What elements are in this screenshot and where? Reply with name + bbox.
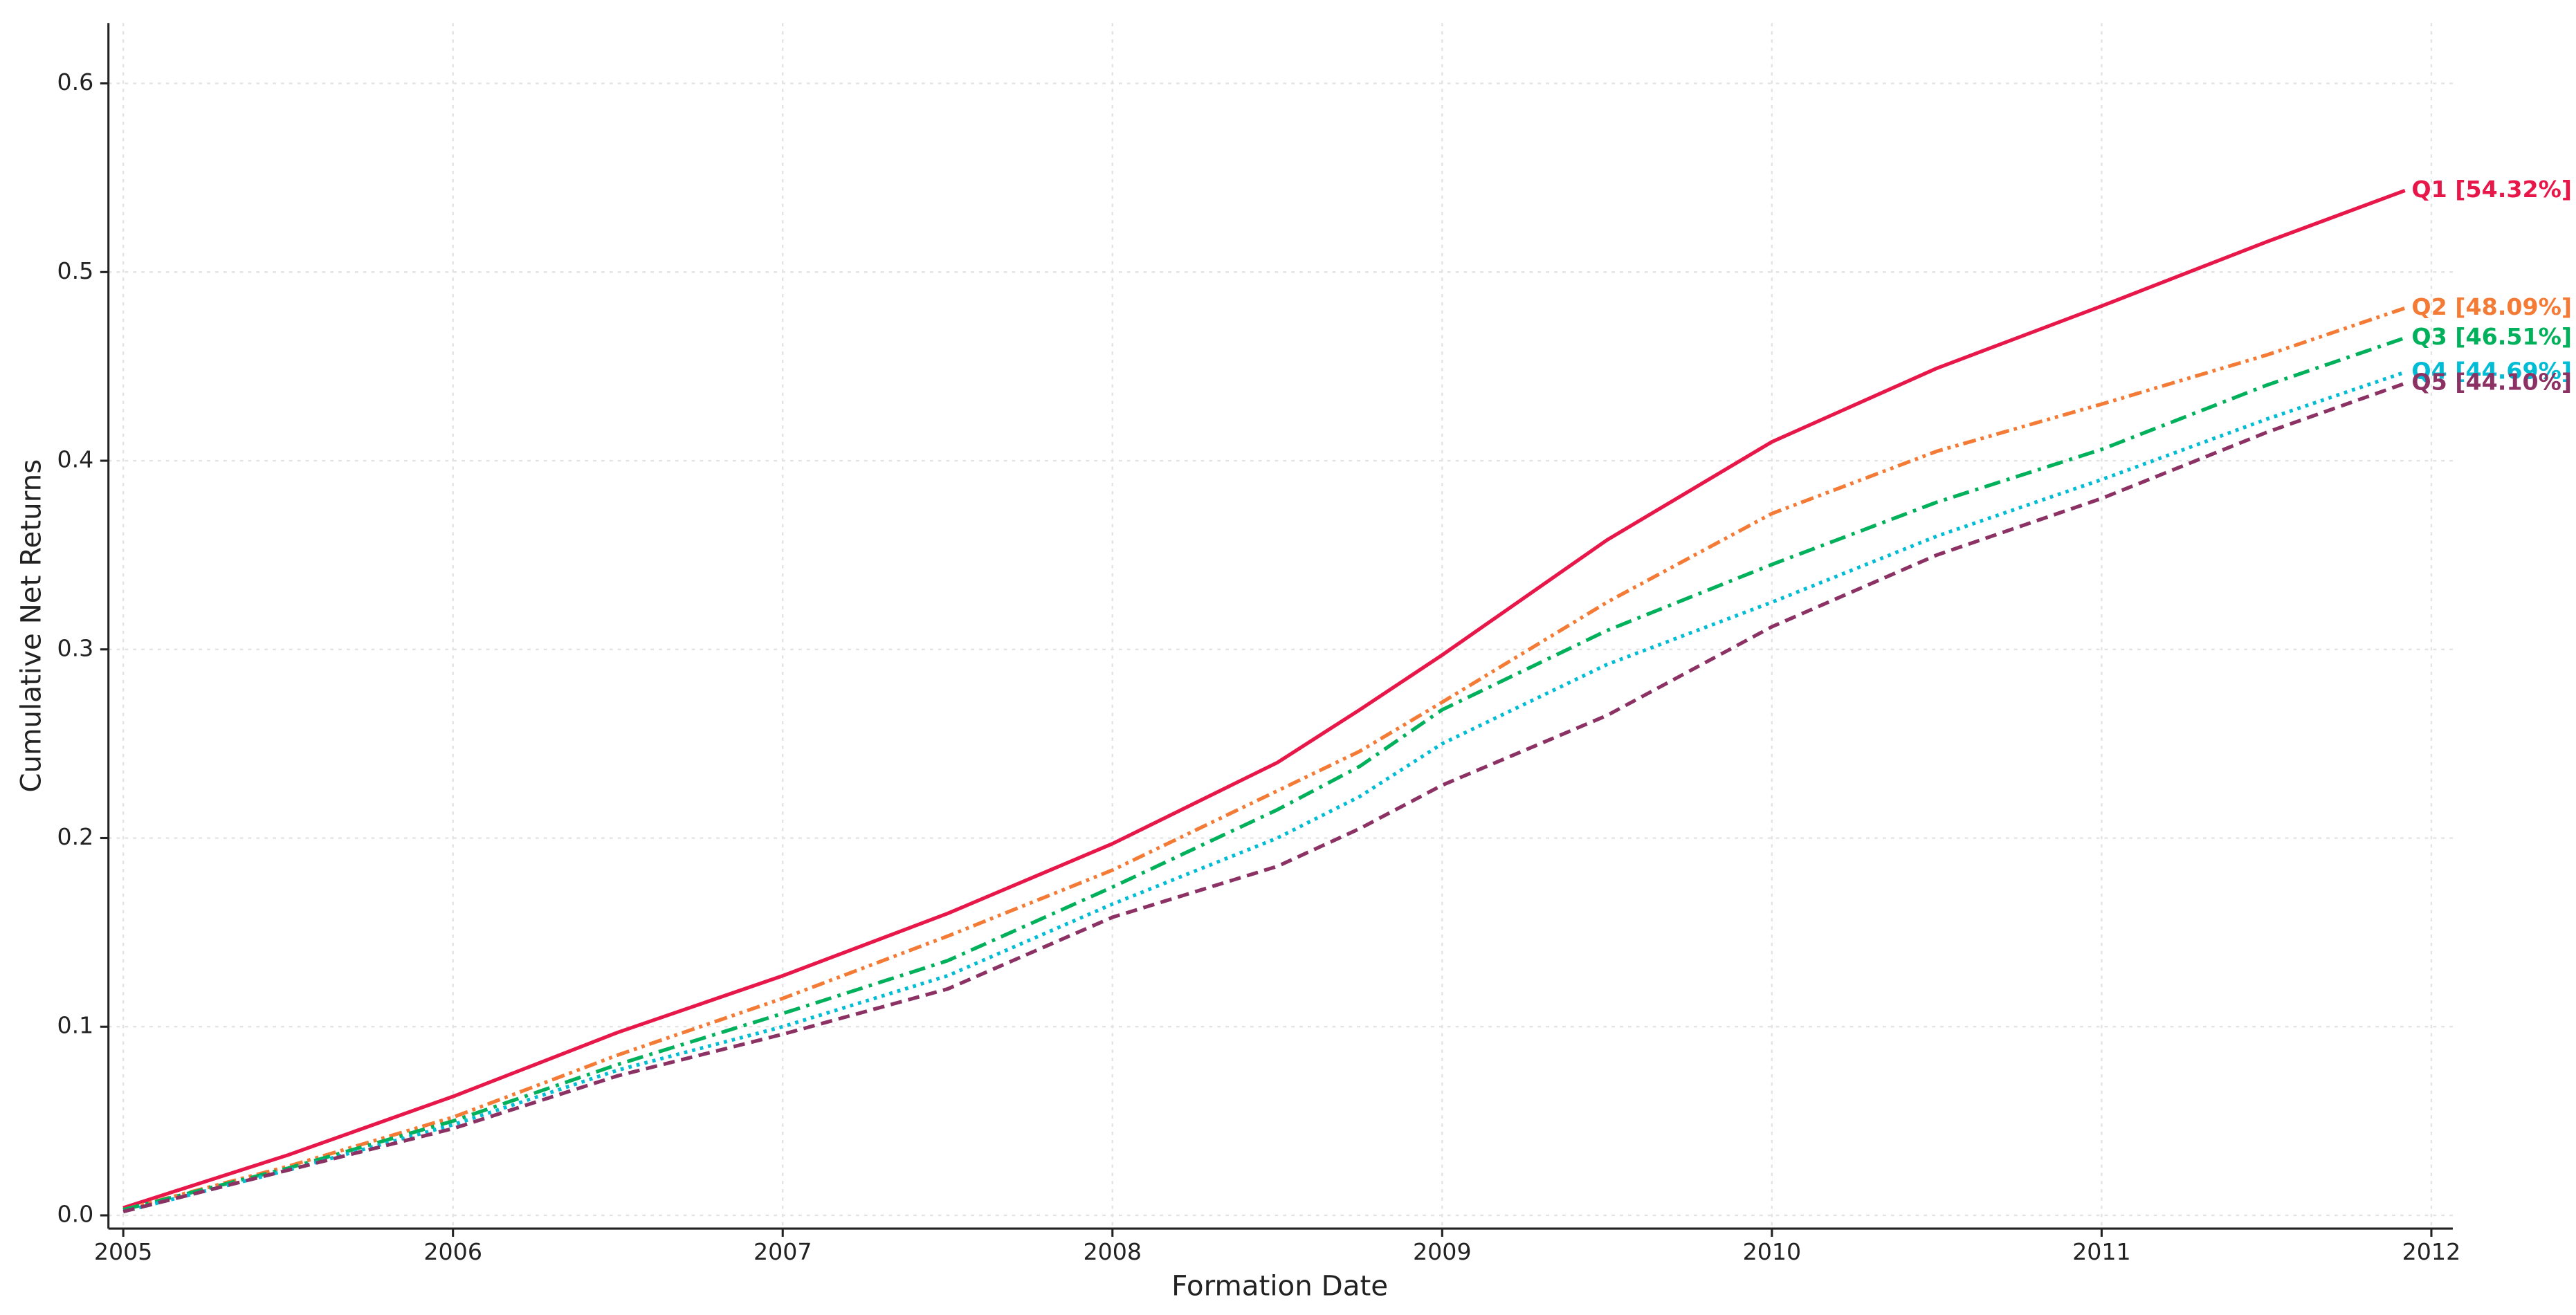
y-tick-label: 0.0 xyxy=(57,1200,93,1227)
y-tick-label: 0.1 xyxy=(57,1012,93,1039)
series-line xyxy=(122,189,2406,1210)
x-tick-label: 2007 xyxy=(753,1238,812,1265)
series-line xyxy=(122,381,2406,1214)
y-tick-label: 0.3 xyxy=(57,634,93,661)
end-label: Q1 [54.32%] xyxy=(2411,176,2572,203)
end-label: Q2 [48.09%] xyxy=(2411,293,2572,320)
x-tick-label: 2010 xyxy=(1743,1238,1802,1265)
x-axis-title: Formation Date xyxy=(1171,1270,1388,1303)
series-line xyxy=(122,336,2406,1212)
x-tick-label: 2005 xyxy=(94,1238,153,1265)
y-tick-label: 0.2 xyxy=(57,823,93,850)
y-axis-title: Cumulative Net Returns xyxy=(15,459,47,793)
grid-layer xyxy=(108,23,2453,1229)
y-tick-label: 0.6 xyxy=(57,68,93,95)
end-label: Q5 [44.10%] xyxy=(2411,369,2572,396)
x-tick-label: 2012 xyxy=(2402,1238,2461,1265)
end-label: Q3 [46.51%] xyxy=(2411,323,2572,350)
x-tick-label: 2006 xyxy=(423,1238,482,1265)
x-tick-label: 2011 xyxy=(2072,1238,2131,1265)
series-line xyxy=(122,370,2406,1214)
end-label: Q4 [44.69%] xyxy=(2411,358,2572,385)
line-layer xyxy=(122,189,2406,1214)
y-tick-label: 0.5 xyxy=(57,257,93,284)
series-line xyxy=(122,306,2406,1212)
x-tick-label: 2009 xyxy=(1413,1238,1472,1265)
x-tick-label: 2008 xyxy=(1083,1238,1142,1265)
label-layer: Q1 [54.32%] Q2 [48.09%] Q3 [46.51%] Q4 [44.… xyxy=(2411,176,2572,396)
y-tick-label: 0.4 xyxy=(57,446,93,473)
